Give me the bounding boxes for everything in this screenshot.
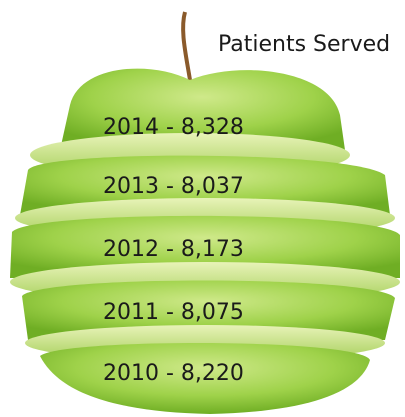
item-label: 2014 - 8,328 (103, 115, 244, 140)
item-label: 2011 - 8,075 (103, 300, 244, 325)
item-label: 2012 - 8,173 (103, 237, 244, 262)
infographic: Patients Served 2014 - 8,328 2013 - 8,037… (0, 0, 405, 417)
item-label: 2013 - 8,037 (103, 174, 244, 199)
item-label: 2010 - 8,220 (103, 361, 244, 386)
apple (10, 12, 400, 414)
title: Patients Served (218, 32, 390, 57)
